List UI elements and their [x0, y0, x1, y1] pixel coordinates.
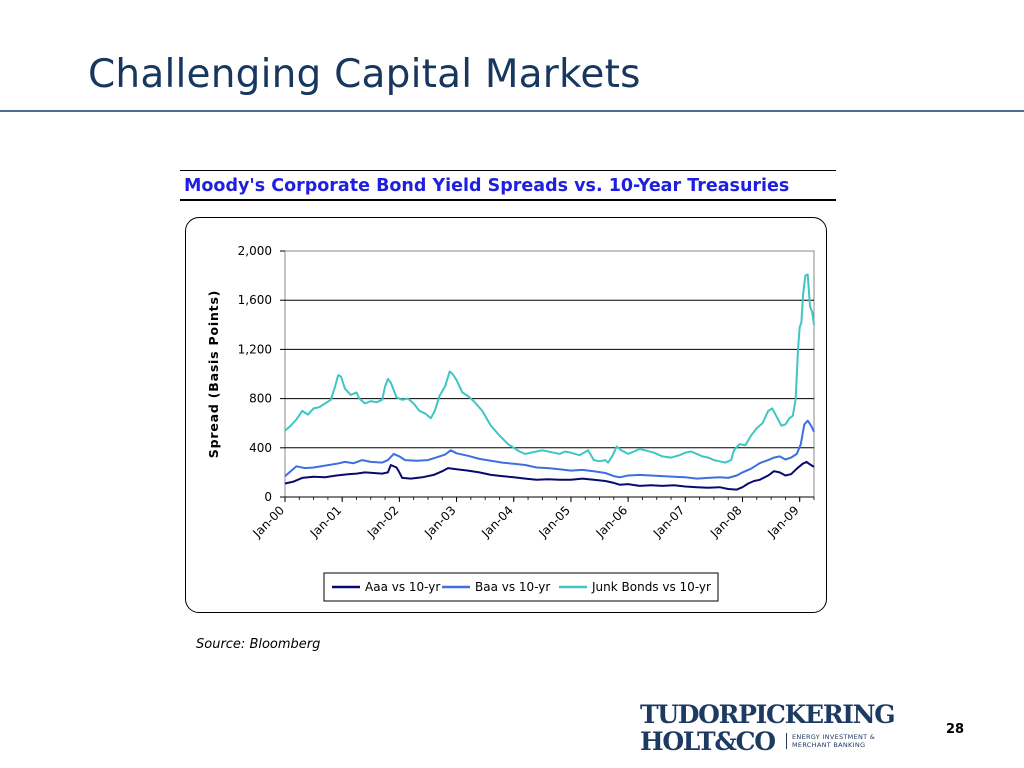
slide-title: Challenging Capital Markets	[88, 52, 641, 97]
page-number: 28	[946, 722, 965, 737]
y-tick-label: 800	[249, 392, 272, 406]
y-tick-label: 400	[249, 441, 272, 455]
legend-label: Aaa vs 10-yr	[365, 580, 440, 594]
y-tick-label: 0	[264, 490, 272, 504]
x-tick-label: Jan-02	[364, 503, 402, 541]
x-tick-label: Jan-03	[421, 503, 459, 541]
series-line-aaa	[284, 460, 815, 491]
x-tick-label: Jan-09	[764, 503, 802, 541]
y-tick-label: 2,000	[238, 244, 272, 258]
chart-frame: 0 400 800 1,200 1,600 2,000 Jan-00 Jan-01 Jan-02…	[185, 217, 827, 613]
logo-line-1: TUDORPICKERING	[640, 700, 896, 729]
title-divider	[0, 110, 1024, 112]
y-tick-label: 1,200	[238, 342, 272, 356]
x-tick-label: Jan-00	[250, 503, 288, 541]
legend-box	[323, 572, 719, 602]
company-logo: TUDORPICKERING HOLT&CO ENERGY INVESTMENT…	[640, 700, 896, 756]
source-note: Source: Bloomberg	[196, 637, 321, 652]
legend-label: Baa vs 10-yr	[475, 580, 550, 594]
y-axis-label: Spread (Basis Points)	[206, 290, 221, 458]
x-tick-label: Jan-01	[307, 503, 345, 541]
chart-heading-box: Moody's Corporate Bond Yield Spreads vs.…	[180, 170, 836, 201]
logo-tagline-1: ENERGY INVESTMENT &	[792, 733, 876, 741]
x-tick-label: Jan-07	[650, 503, 688, 541]
x-tick-label: Jan-04	[478, 503, 516, 541]
logo-tagline-2: MERCHANT BANKING	[792, 741, 866, 749]
line-chart: 0 400 800 1,200 1,600 2,000 Jan-00 Jan-01 Jan-02…	[206, 244, 815, 602]
logo-tagline: ENERGY INVESTMENT & MERCHANT BANKING	[786, 733, 875, 749]
x-tick-label: Jan-08	[707, 503, 745, 541]
legend-label: Junk Bonds vs 10-yr	[591, 580, 711, 594]
y-tick-label: 1,600	[238, 293, 272, 307]
series-line-junk	[284, 273, 815, 464]
logo-line-2: HOLT&CO	[640, 727, 776, 756]
chart-title: Moody's Corporate Bond Yield Spreads vs.…	[184, 176, 790, 196]
x-tick-label: Jan-06	[593, 503, 631, 541]
series-line-baa	[284, 419, 815, 480]
x-tick-label: Jan-05	[536, 503, 574, 541]
